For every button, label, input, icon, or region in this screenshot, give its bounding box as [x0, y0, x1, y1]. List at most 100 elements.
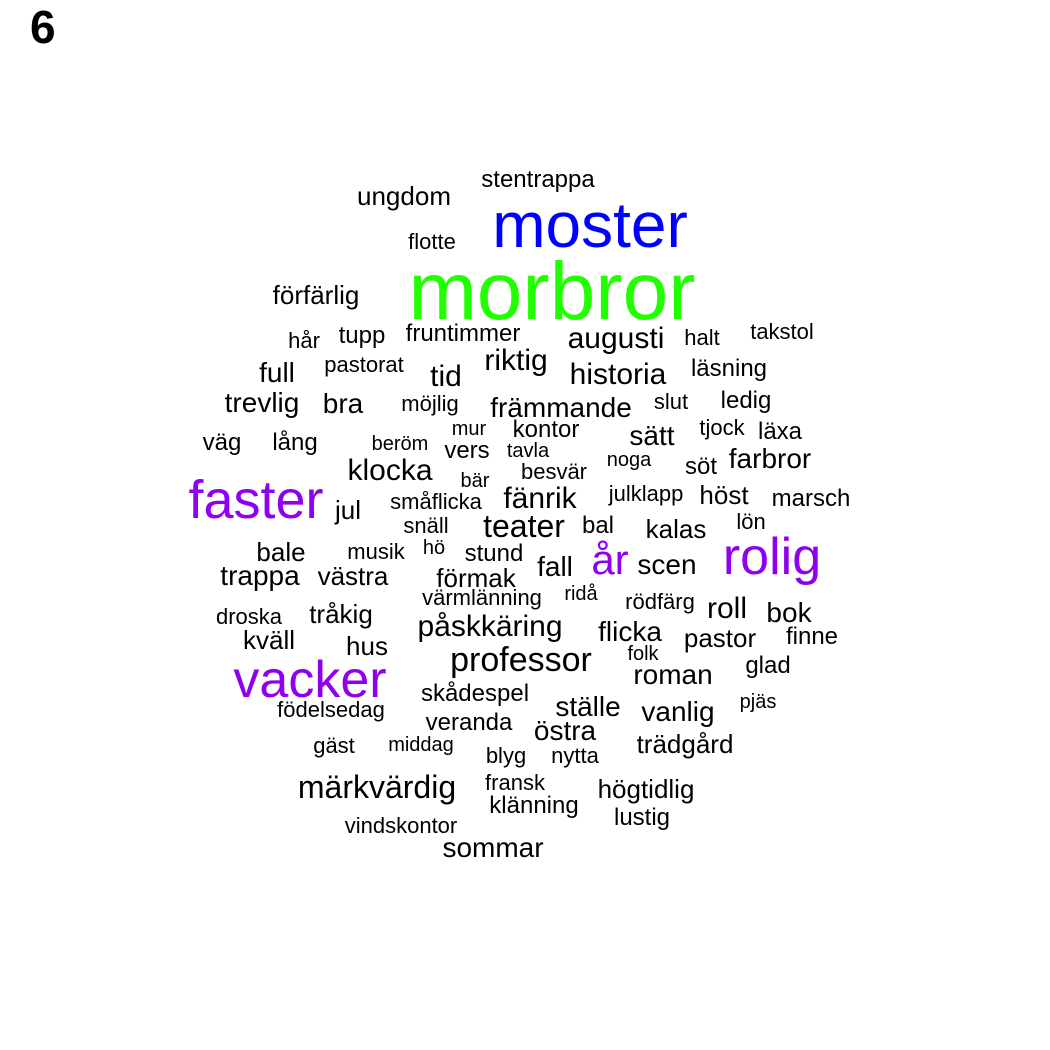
- cloud-word: flotte: [408, 229, 456, 254]
- cloud-word: faster: [188, 470, 324, 530]
- cloud-word: lång: [272, 429, 318, 456]
- cloud-word: fall: [537, 551, 573, 582]
- cloud-word: trevlig: [224, 387, 300, 418]
- cloud-word: lustig: [613, 804, 671, 831]
- cloud-word: småflicka: [390, 489, 482, 514]
- cloud-word: scen: [637, 549, 697, 580]
- cloud-word: fruntimmer: [405, 320, 521, 347]
- cloud-word: gäst: [313, 733, 355, 758]
- cloud-word: födelsedag: [277, 697, 385, 722]
- cloud-word: vindskontor: [344, 813, 458, 838]
- cloud-word: noga: [606, 449, 652, 471]
- cloud-word: tavla: [506, 440, 550, 462]
- cloud-word: förfärlig: [272, 280, 360, 310]
- cloud-word: läsning: [690, 355, 768, 382]
- cloud-word: rolig: [722, 528, 822, 586]
- cloud-word: bale: [256, 537, 306, 567]
- cloud-word: bär: [460, 470, 490, 492]
- cloud-word: kväll: [242, 625, 296, 655]
- cloud-word: trappa: [220, 560, 300, 591]
- cloud-word: slut: [653, 389, 689, 414]
- cloud-word: middag: [388, 734, 454, 756]
- cloud-word: västra: [317, 561, 389, 591]
- cloud-word: trädgård: [636, 729, 734, 759]
- cloud-word: klänning: [489, 792, 579, 819]
- cloud-word: märkvärdig: [297, 769, 457, 805]
- cloud-word: pastor: [683, 623, 757, 653]
- cloud-word: teater: [483, 508, 565, 544]
- cloud-word: finne: [785, 623, 839, 650]
- cloud-word: marsch: [771, 485, 851, 512]
- cloud-word: möjlig: [401, 391, 459, 416]
- cloud-word: lön: [736, 509, 766, 534]
- cloud-word: beröm: [371, 433, 429, 455]
- cloud-word: stund: [464, 540, 524, 567]
- cloud-word: folk: [627, 643, 659, 665]
- cloud-word: halt: [684, 325, 720, 350]
- cloud-word: ställe: [555, 691, 621, 722]
- cloud-word: främmande: [490, 392, 632, 423]
- cloud-word: glad: [745, 652, 791, 679]
- cloud-word: söt: [684, 453, 718, 480]
- cloud-word: bra: [322, 388, 364, 419]
- cloud-word: jul: [334, 495, 362, 525]
- cloud-word: julklapp: [608, 481, 684, 506]
- cloud-word: blyg: [485, 743, 527, 768]
- cloud-word: år: [591, 536, 629, 583]
- cloud-word: besvär: [520, 459, 588, 484]
- cloud-word: klocka: [347, 454, 433, 487]
- cloud-word: vers: [444, 437, 490, 464]
- cloud-word: snäll: [403, 513, 449, 538]
- cloud-word: vacker: [233, 651, 387, 709]
- cloud-word: väg: [202, 429, 242, 456]
- cloud-word: bal: [581, 512, 615, 539]
- cloud-word: kalas: [645, 514, 707, 544]
- cloud-word: veranda: [425, 709, 513, 736]
- cloud-word: tjock: [699, 415, 745, 440]
- cloud-word: musik: [347, 539, 405, 564]
- cloud-word: påskkäring: [417, 610, 563, 643]
- cloud-word: takstol: [750, 319, 814, 344]
- cloud-word: bok: [766, 597, 812, 628]
- cloud-word: tupp: [338, 322, 386, 349]
- cloud-word: sommar: [442, 832, 544, 863]
- cloud-word: moster: [492, 189, 688, 261]
- cloud-word: professor: [450, 641, 592, 679]
- cloud-word: läxa: [757, 418, 803, 445]
- cloud-word: augusti: [567, 322, 665, 355]
- cloud-word: hus: [346, 631, 388, 661]
- cloud-word: pastorat: [324, 352, 404, 377]
- cloud-word: rödfärg: [625, 589, 695, 614]
- cloud-word: historia: [569, 358, 667, 391]
- cloud-word: ridå: [564, 583, 598, 605]
- cloud-word: högtidlig: [597, 774, 695, 804]
- cloud-word: fänrik: [503, 482, 577, 515]
- cloud-word: ungdom: [357, 181, 451, 211]
- cloud-word: hår: [288, 328, 320, 353]
- cloud-word: stentrappa: [481, 166, 595, 193]
- cloud-word: farbror: [728, 443, 812, 474]
- panel-label: 6: [30, 1, 56, 53]
- cloud-word: nytta: [551, 743, 599, 768]
- cloud-word: värmlänning: [422, 585, 542, 610]
- cloud-word: ledig: [720, 387, 772, 414]
- cloud-word: roman: [633, 659, 713, 690]
- cloud-word: full: [259, 357, 295, 388]
- cloud-word: pjäs: [739, 691, 777, 713]
- cloud-word: östra: [533, 715, 597, 746]
- cloud-word: sätt: [629, 420, 675, 451]
- cloud-word: skådespel: [420, 680, 530, 707]
- cloud-word: kontor: [512, 416, 580, 443]
- cloud-word: höst: [699, 480, 749, 510]
- cloud-word: mur: [451, 418, 487, 440]
- cloud-word: flicka: [598, 616, 662, 647]
- cloud-word: fransk: [485, 770, 545, 795]
- cloud-word: hö: [422, 537, 446, 559]
- cloud-word: vanlig: [641, 696, 715, 727]
- cloud-word: tid: [430, 360, 462, 393]
- cloud-word: riktig: [484, 344, 548, 377]
- cloud-word: droska: [215, 604, 283, 629]
- cloud-word: förmak: [436, 563, 516, 593]
- cloud-word: tråkig: [309, 599, 373, 629]
